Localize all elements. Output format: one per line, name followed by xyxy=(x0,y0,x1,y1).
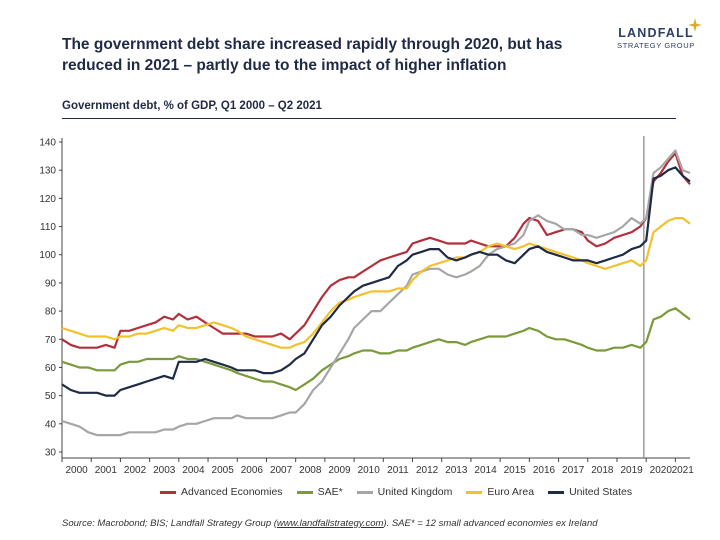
y-tick-label: 30 xyxy=(45,448,57,459)
legend-swatch xyxy=(356,490,373,494)
y-tick-label: 80 xyxy=(45,307,57,318)
y-tick-label: 40 xyxy=(45,419,57,430)
page-title: The government debt share increased rapi… xyxy=(62,36,563,74)
title-divider xyxy=(62,118,676,119)
x-tick-label: 2013 xyxy=(445,465,468,476)
x-tick-label: 2016 xyxy=(533,465,556,476)
legend-swatch xyxy=(296,490,313,494)
series-line-united-kingdom xyxy=(61,149,691,437)
x-tick-label: 2010 xyxy=(358,465,381,476)
x-tick-label: 2017 xyxy=(562,465,585,476)
legend-swatch xyxy=(548,490,565,494)
y-tick-label: 130 xyxy=(39,166,56,177)
y-tick-label: 120 xyxy=(39,194,56,205)
y-tick-label: 110 xyxy=(40,222,56,233)
x-tick-label: 2003 xyxy=(153,465,176,476)
legend-item: United Kingdom xyxy=(356,486,453,498)
chart-legend: Advanced Economies SAE* United Kingdom Euro… xyxy=(160,486,632,498)
x-tick-label: 2021 xyxy=(672,465,695,476)
x-tick-label: 2007 xyxy=(270,465,293,476)
legend-item: Euro Area xyxy=(466,486,534,498)
x-tick-label: 2015 xyxy=(504,465,527,476)
x-tick-label: 2012 xyxy=(416,465,439,476)
x-tick-label: 2014 xyxy=(474,465,497,476)
x-tick-label: 2019 xyxy=(620,465,643,476)
x-tick-label: 2004 xyxy=(182,465,205,476)
series-line-euro-area xyxy=(61,217,691,349)
legend-item: Advanced Economies xyxy=(160,486,283,498)
y-tick-label: 50 xyxy=(45,391,57,402)
source-suffix: ). SAE* = 12 small advanced economies ex… xyxy=(383,518,598,529)
source-note: Source: Macrobond; BIS; Landfall Strateg… xyxy=(62,518,598,529)
y-tick-label: 100 xyxy=(39,250,56,261)
y-tick-label: 60 xyxy=(45,363,57,374)
logo-name: LANDFALL xyxy=(618,26,694,40)
x-tick-label: 2002 xyxy=(124,465,147,476)
x-tick-label: 2008 xyxy=(299,465,322,476)
legend-item: SAE* xyxy=(296,486,343,498)
x-tick-label: 2000 xyxy=(65,465,88,476)
series-line-sae xyxy=(61,307,691,392)
star-icon xyxy=(688,18,702,37)
series-line-united-states xyxy=(61,166,691,397)
legend-label: United States xyxy=(569,486,633,498)
legend-swatch xyxy=(160,490,176,494)
legend-item: United States xyxy=(548,486,632,498)
series-line-advanced-economies xyxy=(61,152,691,349)
source-prefix: Source: Macrobond; BIS; Landfall Strateg… xyxy=(62,518,277,529)
company-logo: LANDFALL STRATEGY GROUP xyxy=(610,18,702,50)
x-tick-label: 2005 xyxy=(212,465,235,476)
y-tick-label: 140 xyxy=(39,138,56,149)
legend-label: Euro Area xyxy=(487,486,535,498)
x-tick-label: 2006 xyxy=(241,465,264,476)
legend-swatch xyxy=(466,490,483,494)
x-tick-label: 2011 xyxy=(387,465,409,476)
x-tick-label: 2001 xyxy=(95,465,118,476)
x-tick-label: 2020 xyxy=(650,465,673,476)
legend-label: Advanced Economies xyxy=(181,486,283,498)
legend-label: SAE* xyxy=(317,486,343,498)
x-tick-label: 2009 xyxy=(328,465,351,476)
x-tick-label: 2018 xyxy=(591,465,614,476)
y-tick-label: 90 xyxy=(45,278,57,289)
chart-title: Government debt, % of GDP, Q1 2000 – Q2 … xyxy=(62,100,322,112)
source-link[interactable]: www.landfallstrategy.com xyxy=(276,518,384,529)
y-tick-label: 70 xyxy=(45,335,57,346)
legend-label: United Kingdom xyxy=(377,486,453,498)
logo-subtitle: STRATEGY GROUP xyxy=(617,41,695,50)
